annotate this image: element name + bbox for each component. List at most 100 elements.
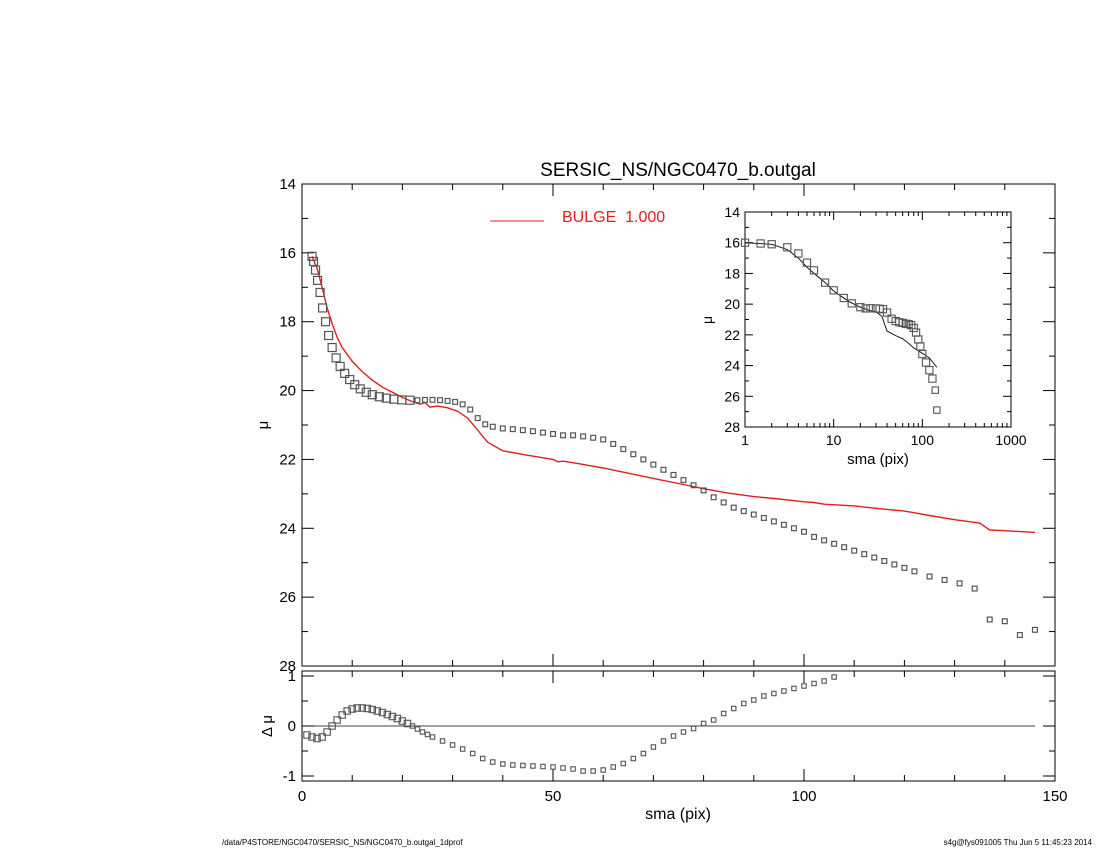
data-point	[331, 353, 341, 363]
data-point	[324, 330, 334, 341]
inset-y-axis-label: μ	[699, 316, 715, 324]
data-point	[971, 585, 978, 592]
data-point	[405, 395, 415, 405]
main-y-tick-label: 18	[279, 314, 296, 331]
data-point	[841, 544, 848, 551]
inset-data-point	[925, 366, 934, 375]
residual-point	[353, 704, 361, 712]
residual-point	[419, 729, 426, 735]
residual-y-tick-label: 1	[288, 668, 296, 685]
residual-point	[660, 738, 667, 744]
inset-data-point	[809, 266, 819, 275]
inset-data-point	[756, 239, 765, 248]
data-point	[345, 374, 355, 385]
residual-point	[358, 704, 366, 712]
inset-y-tick-label: 28	[724, 419, 740, 435]
inset-x-axis-label: sma (pix)	[847, 451, 909, 468]
data-point	[710, 494, 717, 501]
residual-point	[348, 705, 356, 713]
residual-point	[429, 734, 436, 740]
main-y-tick-label: 22	[279, 451, 296, 468]
residual-panel: -101 0 50 100 150 Δ μ sma (pix)	[259, 668, 1068, 823]
data-point	[389, 394, 399, 404]
residual-point	[670, 733, 677, 739]
residual-point	[510, 762, 516, 768]
inset-x-tick-labels: 1 10 100 1000	[741, 432, 1027, 448]
data-point	[590, 434, 597, 441]
data-point	[881, 557, 888, 564]
data-point	[489, 423, 496, 430]
inset-data-points-series	[740, 238, 941, 414]
inset-x-tick-label: 100	[911, 432, 935, 448]
data-point	[519, 427, 526, 434]
data-point	[740, 508, 747, 515]
data-point	[720, 499, 727, 506]
residual-point	[550, 764, 556, 770]
residual-point	[414, 726, 421, 732]
data-point	[690, 482, 697, 489]
residual-y-tick-labels: -1 0 1	[283, 668, 296, 785]
data-point	[499, 425, 506, 432]
data-point	[660, 466, 667, 473]
residual-point	[821, 678, 827, 684]
data-point	[570, 432, 577, 439]
residual-point	[730, 705, 737, 712]
residual-point	[751, 697, 757, 703]
legend-label: BULGE 1.000	[562, 209, 665, 226]
data-point	[650, 461, 657, 468]
bulge-model-line	[311, 256, 1035, 534]
inset-ticks	[744, 211, 1012, 428]
data-point	[941, 576, 948, 583]
residual-point	[338, 711, 346, 719]
inset-y-tick-label: 22	[724, 327, 740, 343]
data-point	[467, 406, 474, 413]
inset-data-point	[928, 374, 937, 383]
residual-point	[393, 714, 402, 723]
data-point	[861, 551, 868, 558]
residual-point	[640, 750, 647, 757]
data-point	[367, 390, 377, 400]
residual-point	[771, 690, 777, 697]
inset-data-point	[918, 349, 927, 359]
data-point	[620, 446, 627, 453]
residual-point	[811, 680, 817, 687]
chart-title: SERSIC_NS/NGC0470_b.outgal	[540, 160, 816, 181]
residual-point	[449, 742, 456, 748]
residual-point	[580, 768, 586, 774]
main-y-tick-label: 26	[279, 589, 296, 606]
residual-x-tick-labels: 0 50 100 150	[298, 788, 1068, 805]
residual-point	[409, 723, 416, 729]
residual-y-tick-label: 0	[288, 718, 296, 735]
residual-point	[363, 704, 372, 713]
data-point	[1031, 626, 1038, 633]
data-point	[444, 397, 451, 404]
residual-x-tick-label: 150	[1042, 788, 1067, 805]
inset-x-tick-label: 1	[741, 432, 749, 448]
main-y-axis-label: μ	[255, 421, 272, 430]
data-point	[760, 514, 767, 521]
data-point	[580, 433, 587, 440]
residual-point	[439, 738, 446, 744]
inset-y-tick-labels: 14 16 18 20 22 24 26 28	[724, 204, 740, 435]
residual-point	[500, 761, 506, 767]
residual-point	[459, 746, 466, 752]
data-point	[750, 511, 757, 518]
inset-data-point	[783, 243, 792, 252]
data-point	[474, 415, 481, 422]
inset-panel: 14 16 18 20 22 24 26 28 1 10 100 1000 μ sma (pix)	[699, 204, 1027, 468]
residual-point	[590, 768, 596, 774]
inset-y-tick-label: 24	[724, 358, 740, 374]
residual-points-series	[303, 674, 837, 774]
main-panel: 14 16 18 20 22 24 26 28 μ BULGE 1.000	[255, 176, 1056, 675]
inset-data-point	[856, 303, 865, 312]
inset-y-tick-label: 26	[724, 388, 740, 404]
residual-point	[781, 688, 787, 694]
data-point	[821, 537, 828, 544]
residual-point	[424, 731, 431, 738]
data-point	[308, 256, 319, 267]
residual-point	[333, 716, 341, 724]
inset-y-tick-label: 14	[724, 204, 740, 220]
inset-data-point	[909, 323, 918, 333]
residual-point	[710, 717, 717, 723]
data-point	[800, 528, 807, 535]
